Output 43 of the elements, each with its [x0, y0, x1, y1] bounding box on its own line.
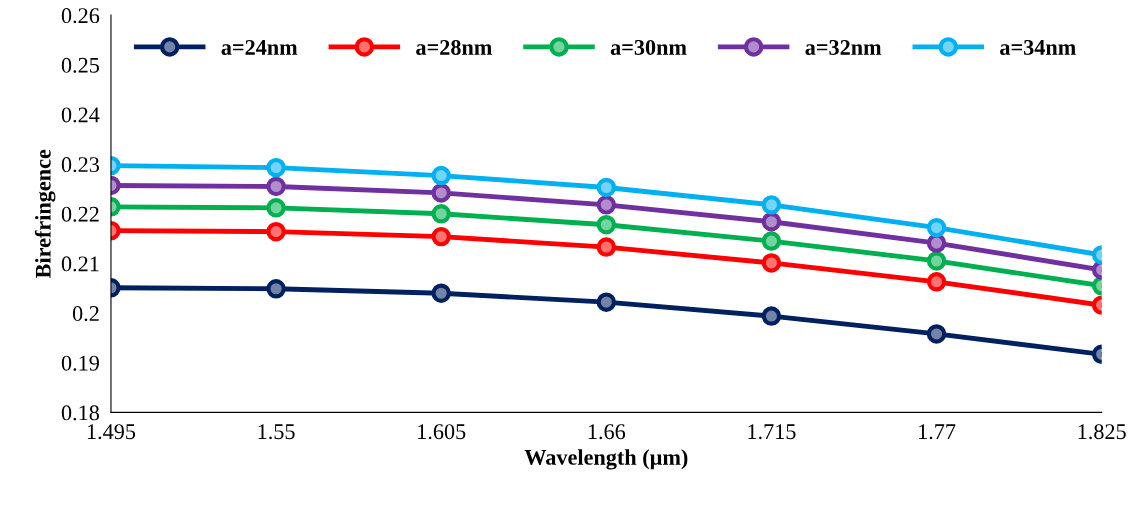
legend-label: a=24nm	[221, 39, 298, 55]
x-tick-label: 1.825	[1078, 424, 1126, 440]
point	[596, 214, 617, 235]
point	[926, 272, 947, 292]
x-tick-label: 1.66	[588, 424, 626, 440]
y-tick-label: 0.19	[61, 355, 99, 371]
point	[431, 183, 451, 203]
y-tick-label: 0.18	[61, 405, 100, 421]
point	[761, 212, 782, 232]
point	[596, 195, 617, 215]
y-tick-label: 0.25	[61, 57, 99, 73]
x-tick-label: 1.77	[919, 424, 956, 440]
point	[761, 231, 782, 251]
x-tick-label: 1.495	[87, 424, 136, 440]
point	[596, 292, 617, 312]
x-tick-label: 1.55	[258, 424, 295, 440]
point	[926, 324, 947, 344]
point	[431, 204, 451, 224]
point	[926, 251, 947, 271]
legend-label: a=28nm	[416, 39, 492, 55]
point	[596, 177, 617, 198]
point	[431, 165, 451, 186]
point	[761, 306, 782, 326]
point	[761, 195, 782, 215]
x-tick-label: 1.715	[748, 424, 796, 440]
point	[431, 226, 451, 247]
y-tick-label: 0.23	[61, 157, 99, 173]
y-tick-label: 0.2	[72, 306, 99, 322]
legend-label: a=30nm	[610, 39, 687, 55]
y-tick-label: 0.26	[61, 8, 100, 24]
y-tick-label: 0.22	[61, 206, 99, 222]
point	[761, 253, 782, 273]
x-axis-title: Wavelength (µm)	[524, 449, 688, 470]
point	[926, 217, 947, 238]
legend-label: a=32nm	[805, 39, 882, 55]
y-tick-label: 0.24	[61, 107, 100, 123]
point	[431, 283, 451, 303]
point	[926, 233, 947, 253]
legend-label: a=34nm	[1000, 39, 1076, 55]
y-axis-title: Birefringence	[34, 149, 56, 279]
y-tick-label: 0.21	[61, 256, 99, 272]
point	[596, 237, 617, 257]
x-tick-label: 1.605	[418, 424, 466, 440]
